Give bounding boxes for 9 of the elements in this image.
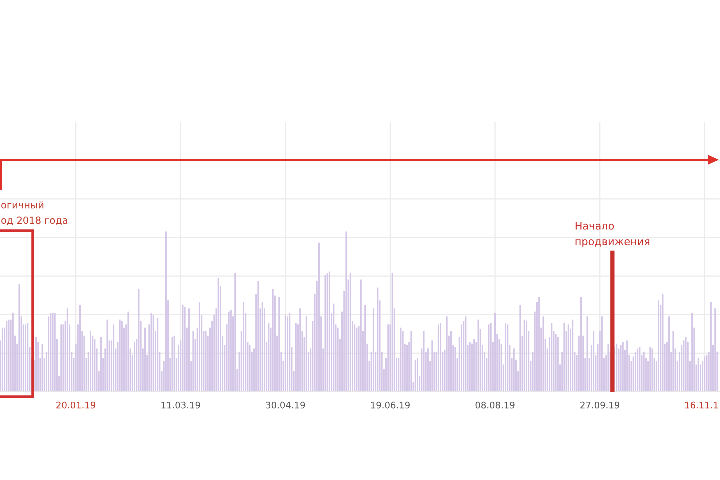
x-tick-label: 08.08.19	[476, 402, 515, 409]
x-tick-label: 27.09.19	[580, 402, 620, 409]
x-tick-label: 20.01.19	[56, 402, 96, 409]
ref-line-label: Начало продвижения	[576, 222, 650, 248]
x-tick-label: 30.04.19	[266, 402, 306, 409]
x-tick-label: 19.06.19	[371, 402, 410, 409]
x-tick-label: 11.03.19	[162, 402, 200, 409]
text: огичный од 2018 года	[2, 201, 68, 226]
x-tick-label: 16.11.1	[686, 402, 718, 409]
